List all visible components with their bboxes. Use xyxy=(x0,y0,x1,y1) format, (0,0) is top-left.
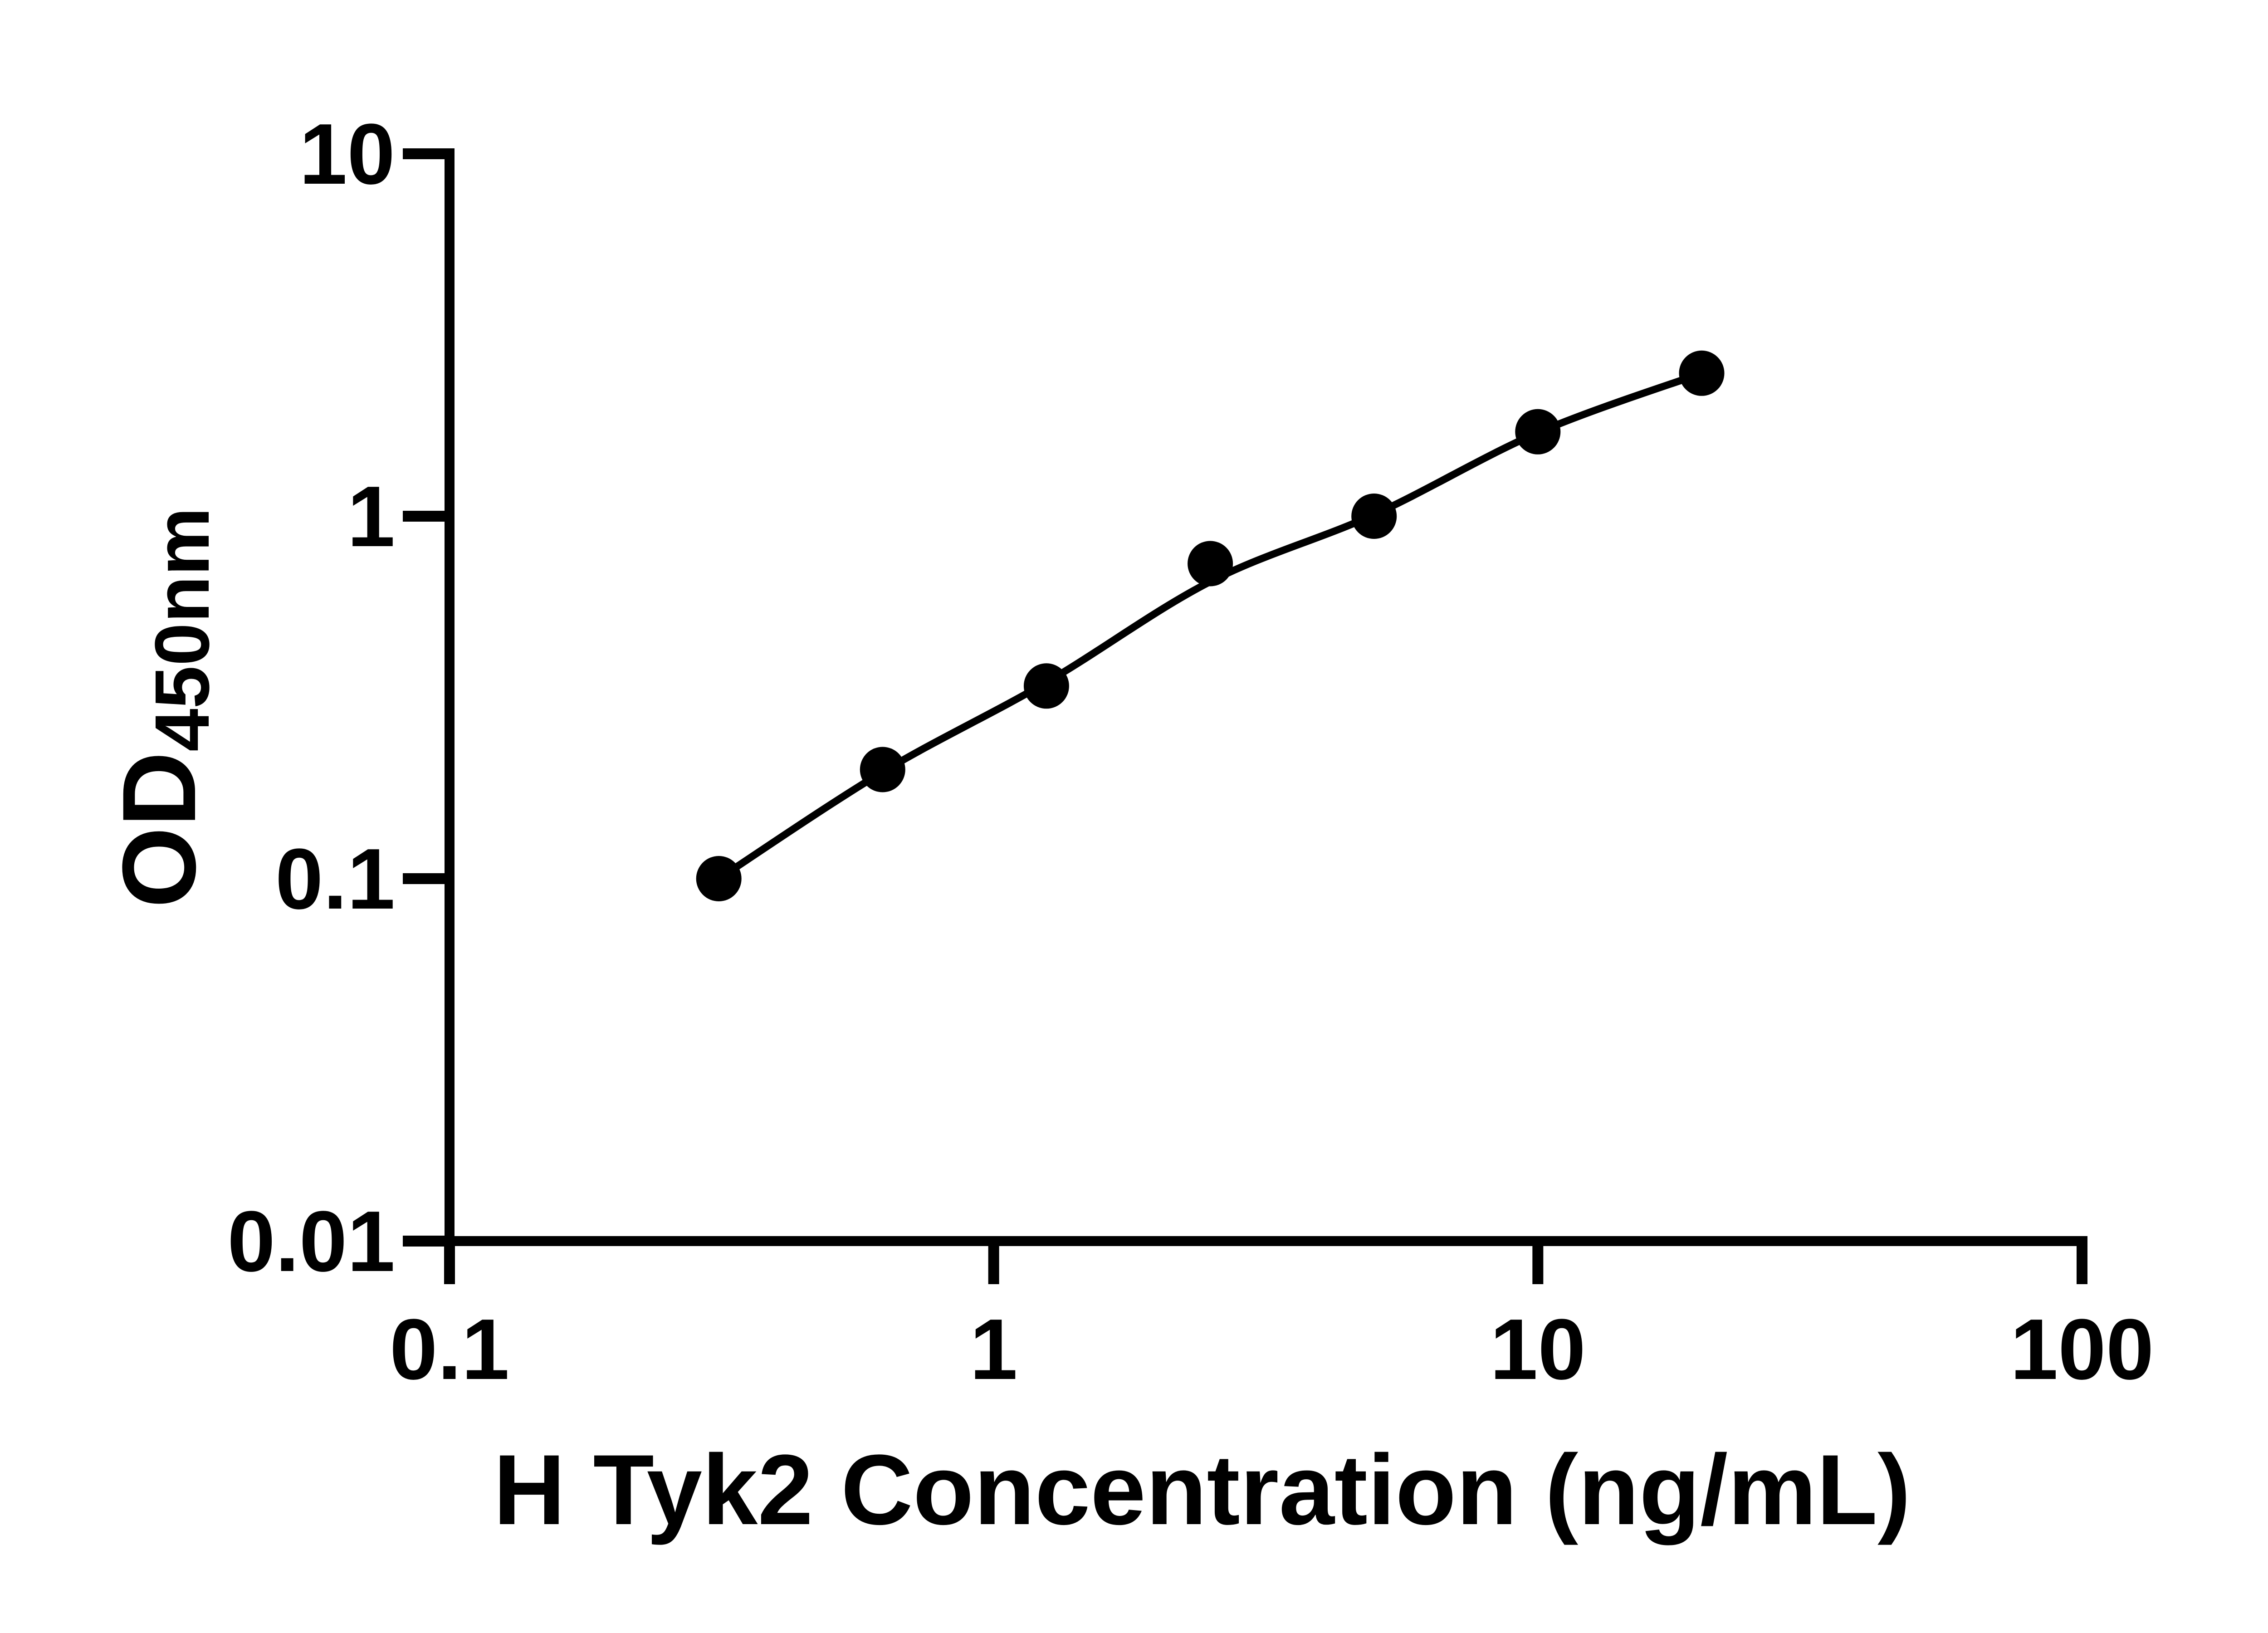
y-tick xyxy=(403,1236,450,1247)
x-tick xyxy=(444,1246,455,1284)
y-axis-line xyxy=(445,148,455,1246)
x-axis-line xyxy=(403,1236,2088,1246)
y-axis-title: OD450nm xyxy=(101,507,225,908)
data-point xyxy=(1679,350,1725,396)
x-axis-title: H Tyk2 Concentration (ng/mL) xyxy=(494,1434,1911,1545)
y-tick xyxy=(403,873,450,884)
data-point xyxy=(1023,663,1069,709)
x-tick xyxy=(1532,1246,1544,1284)
y-axis-title-main: OD xyxy=(101,752,217,908)
data-point xyxy=(1351,494,1397,539)
y-tick xyxy=(403,511,450,522)
axes: 0.1 1 10 100 0.01 0.1 1 10 xyxy=(227,106,2154,1398)
x-tick-label: 100 xyxy=(2010,1301,2154,1398)
y-axis-title-subscript: 450nm xyxy=(139,507,225,752)
y-tick-label: 0.1 xyxy=(275,831,395,927)
data-point xyxy=(860,747,905,792)
data-point xyxy=(696,856,742,901)
x-tick-label: 10 xyxy=(1490,1301,1586,1398)
y-tick-label: 10 xyxy=(299,106,395,202)
data-point xyxy=(1188,541,1233,587)
x-tick xyxy=(2077,1246,2088,1284)
plot-area xyxy=(696,350,1725,901)
y-tick-label: 1 xyxy=(347,469,395,565)
y-tick-label: 0.01 xyxy=(227,1193,395,1290)
x-tick xyxy=(988,1246,999,1284)
x-tick-label: 0.1 xyxy=(390,1301,509,1398)
x-tick-label: 1 xyxy=(970,1301,1018,1398)
y-tick xyxy=(403,148,450,159)
fit-curve-path xyxy=(715,369,1706,882)
data-point xyxy=(1515,409,1561,455)
